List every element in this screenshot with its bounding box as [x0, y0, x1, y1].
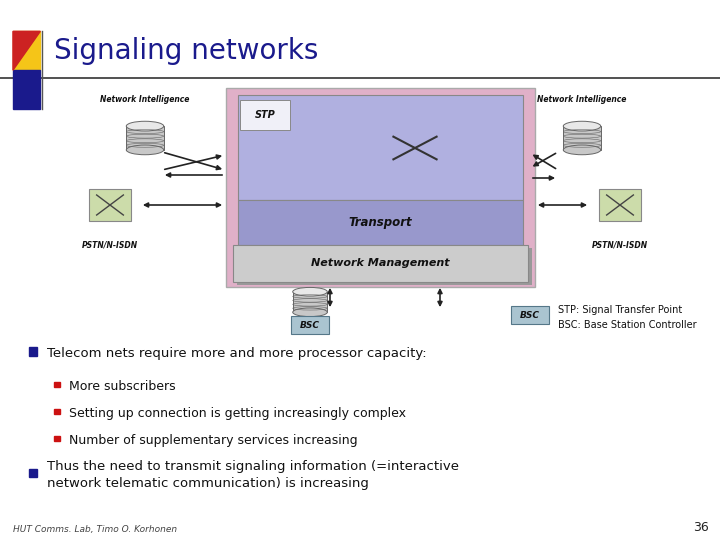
Ellipse shape	[563, 145, 600, 155]
Text: BSC: BSC	[520, 310, 540, 320]
Text: STP: STP	[255, 110, 275, 120]
Text: Thus the need to transmit signaling information (=interactive
network telematic : Thus the need to transmit signaling info…	[47, 460, 459, 490]
Bar	[29, 347, 37, 356]
FancyBboxPatch shape	[226, 89, 535, 287]
FancyBboxPatch shape	[233, 245, 528, 282]
Bar	[29, 469, 37, 477]
FancyBboxPatch shape	[292, 316, 329, 334]
Ellipse shape	[126, 145, 163, 155]
FancyBboxPatch shape	[126, 126, 163, 150]
Text: PSTN/N-ISDN: PSTN/N-ISDN	[592, 240, 648, 249]
FancyBboxPatch shape	[511, 306, 549, 324]
Text: 36: 36	[693, 521, 709, 534]
Bar	[54, 408, 60, 415]
FancyBboxPatch shape	[240, 100, 290, 130]
Text: Signaling networks: Signaling networks	[54, 37, 318, 65]
Bar	[13, 31, 40, 70]
Ellipse shape	[293, 287, 328, 296]
FancyBboxPatch shape	[293, 292, 328, 312]
Text: STP: Signal Transfer Point
BSC: Base Station Controller: STP: Signal Transfer Point BSC: Base Sta…	[558, 305, 697, 330]
Text: Network Intelligence: Network Intelligence	[537, 95, 626, 104]
FancyBboxPatch shape	[238, 200, 523, 245]
Text: Network Intelligence: Network Intelligence	[100, 95, 189, 104]
Text: Setting up connection is getting increasingly complex: Setting up connection is getting increas…	[69, 407, 406, 420]
FancyBboxPatch shape	[599, 190, 641, 221]
Bar	[13, 70, 40, 109]
FancyBboxPatch shape	[237, 248, 531, 285]
Text: HUT Comms. Lab, Timo O. Korhonen: HUT Comms. Lab, Timo O. Korhonen	[13, 524, 177, 534]
Ellipse shape	[563, 122, 600, 131]
Ellipse shape	[126, 122, 163, 131]
Bar	[54, 435, 60, 442]
FancyBboxPatch shape	[238, 95, 523, 200]
Text: BSC: BSC	[300, 321, 320, 329]
Text: Telecom nets require more and more processor capacity:: Telecom nets require more and more proce…	[47, 347, 426, 360]
Text: More subscribers: More subscribers	[69, 380, 176, 393]
FancyBboxPatch shape	[563, 126, 600, 150]
Bar	[54, 381, 60, 388]
Polygon shape	[13, 31, 40, 70]
Text: Network Management: Network Management	[311, 259, 450, 268]
FancyBboxPatch shape	[89, 190, 131, 221]
Ellipse shape	[293, 308, 328, 316]
Text: Transport: Transport	[348, 216, 413, 229]
Text: PSTN/N-ISDN: PSTN/N-ISDN	[82, 240, 138, 249]
Text: Number of supplementary services increasing: Number of supplementary services increas…	[69, 434, 358, 447]
